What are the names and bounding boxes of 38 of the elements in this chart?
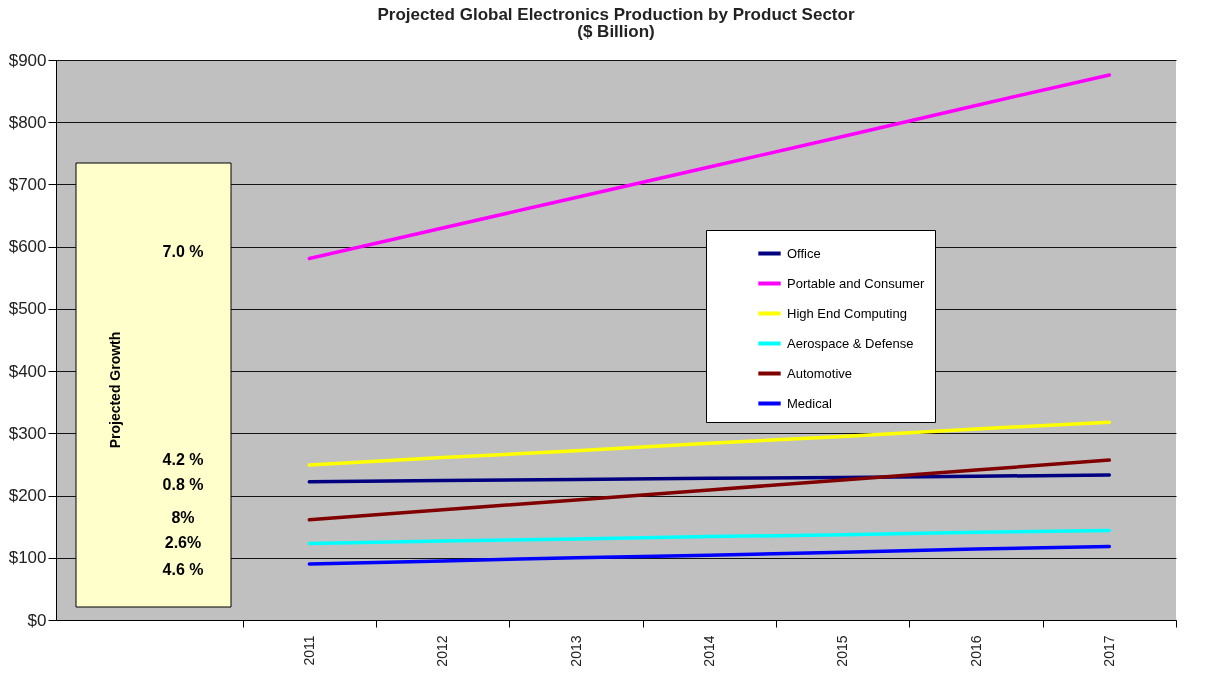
text: 7.0 % <box>162 243 204 260</box>
line-series <box>307 544 1112 566</box>
chart-subtitle: ($ Billion) <box>577 22 655 41</box>
legend-label: Medical <box>787 395 832 411</box>
y-tick-label: $600 <box>8 237 47 257</box>
legend-label: Automotive <box>787 365 853 381</box>
y-tick-label: $100 <box>8 548 47 568</box>
text: 0.8 % <box>162 476 204 493</box>
x-tick-label: 2012 <box>434 635 451 667</box>
line-series <box>307 528 1112 546</box>
y-tick-label: $300 <box>8 423 47 443</box>
text: 4.6 % <box>162 561 204 578</box>
text: 2.6% <box>164 534 202 551</box>
x-tick-label: 2015 <box>834 635 851 667</box>
legend-label: High End Computing <box>787 305 907 321</box>
y-tick-label: $800 <box>8 112 47 132</box>
text: 8% <box>171 509 195 526</box>
x-tick-label: 2017 <box>1100 635 1117 667</box>
y-tick-label: $700 <box>8 174 47 194</box>
line-series <box>307 73 1112 261</box>
x-tick-label: 2014 <box>700 635 717 667</box>
text: Projected Growth <box>107 331 123 449</box>
y-tick-label: $0 <box>27 610 47 630</box>
legend-label: Office <box>787 245 821 261</box>
legend-label: Portable and Consumer <box>787 275 925 291</box>
legend-label: Aerospace & Defense <box>787 335 914 351</box>
line-series <box>307 458 1112 522</box>
y-tick-label: $200 <box>8 486 47 506</box>
y-tick-label: $900 <box>8 50 47 70</box>
chart-title: Projected Global Electronics Production by Product Sector <box>377 5 855 24</box>
y-tick-label: $500 <box>8 299 47 319</box>
x-tick-label: 2016 <box>967 635 984 667</box>
text: 4.2 % <box>162 451 204 468</box>
y-tick-label: $400 <box>8 361 47 381</box>
x-tick-label: 2013 <box>567 635 584 667</box>
line-series <box>307 420 1112 467</box>
line-series <box>307 473 1112 484</box>
x-tick-label: 2011 <box>300 635 317 666</box>
